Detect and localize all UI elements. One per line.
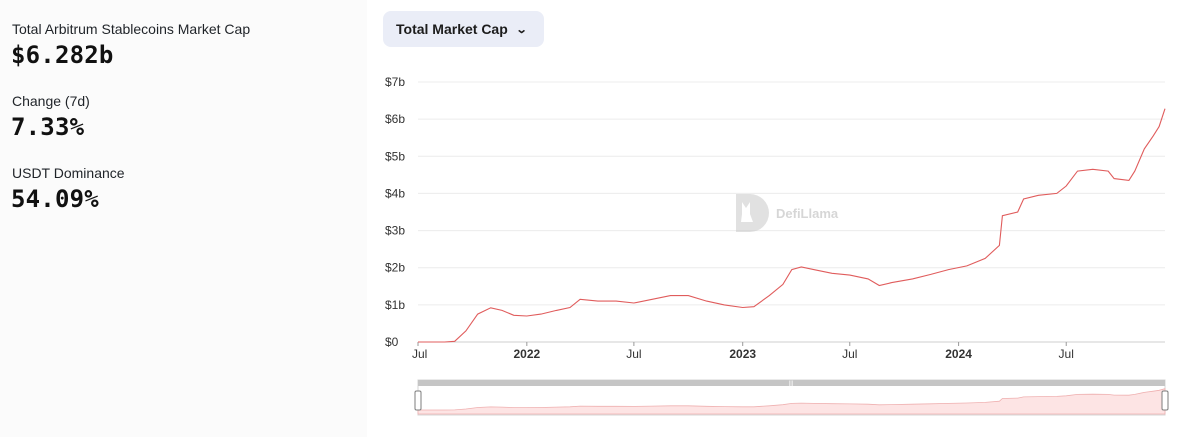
y-tick-label: $3b — [385, 224, 405, 238]
x-tick-label: Jul — [412, 347, 427, 361]
x-axis: Jul 2022 Jul 2023 Jul 2024 Jul — [412, 342, 1074, 361]
x-tick-label: Jul — [626, 347, 641, 361]
chevron-down-icon: ⌄ — [515, 23, 528, 36]
y-tick-label: $2b — [385, 261, 405, 275]
series-line — [418, 108, 1166, 343]
defillama-logo-icon — [736, 194, 769, 232]
watermark-text: DefiLlama — [776, 206, 839, 221]
slider-window-bar[interactable] — [418, 380, 1165, 386]
range-slider[interactable]: ||| — [414, 379, 1169, 416]
y-tick-label: $1b — [385, 298, 405, 312]
y-tick-label: $0 — [385, 335, 399, 349]
y-tick-label: $5b — [385, 149, 405, 163]
y-tick-label: $7b — [385, 75, 405, 89]
dropdown-label: Total Market Cap — [396, 21, 508, 37]
watermark: DefiLlama — [736, 194, 839, 232]
x-tick-label: 2023 — [729, 347, 756, 361]
change-7d-value: 7.33% — [11, 113, 85, 141]
slider-grip-icon: ||| — [789, 381, 794, 387]
usdt-dominance-value: 54.09% — [11, 185, 99, 213]
x-tick-label: Jul — [1059, 347, 1074, 361]
x-tick-label: 2022 — [513, 347, 540, 361]
y-tick-label: $6b — [385, 112, 405, 126]
total-market-cap-label: Total Arbitrum Stablecoins Market Cap — [12, 21, 251, 37]
total-market-cap-value: $6.282b — [11, 41, 114, 69]
y-axis: $0 $1b $2b $3b $4b $5b $6b $7b — [385, 75, 405, 349]
stats-panel: Total Arbitrum Stablecoins Market Cap $6… — [0, 0, 367, 437]
slider-right-handle[interactable] — [1161, 390, 1169, 411]
x-tick-label: 2024 — [945, 347, 972, 361]
usdt-dominance-label: USDT Dominance — [12, 165, 125, 181]
change-7d-label: Change (7d) — [12, 93, 90, 109]
y-tick-label: $4b — [385, 186, 405, 200]
slider-left-handle[interactable] — [414, 390, 422, 411]
chart-type-dropdown[interactable]: Total Market Cap ⌄ — [383, 11, 544, 47]
slider-area-preview — [417, 388, 1166, 415]
x-tick-label: Jul — [842, 347, 857, 361]
chart-panel: Total Market Cap ⌄ — [367, 0, 1178, 437]
grid-lines — [418, 81, 1165, 343]
